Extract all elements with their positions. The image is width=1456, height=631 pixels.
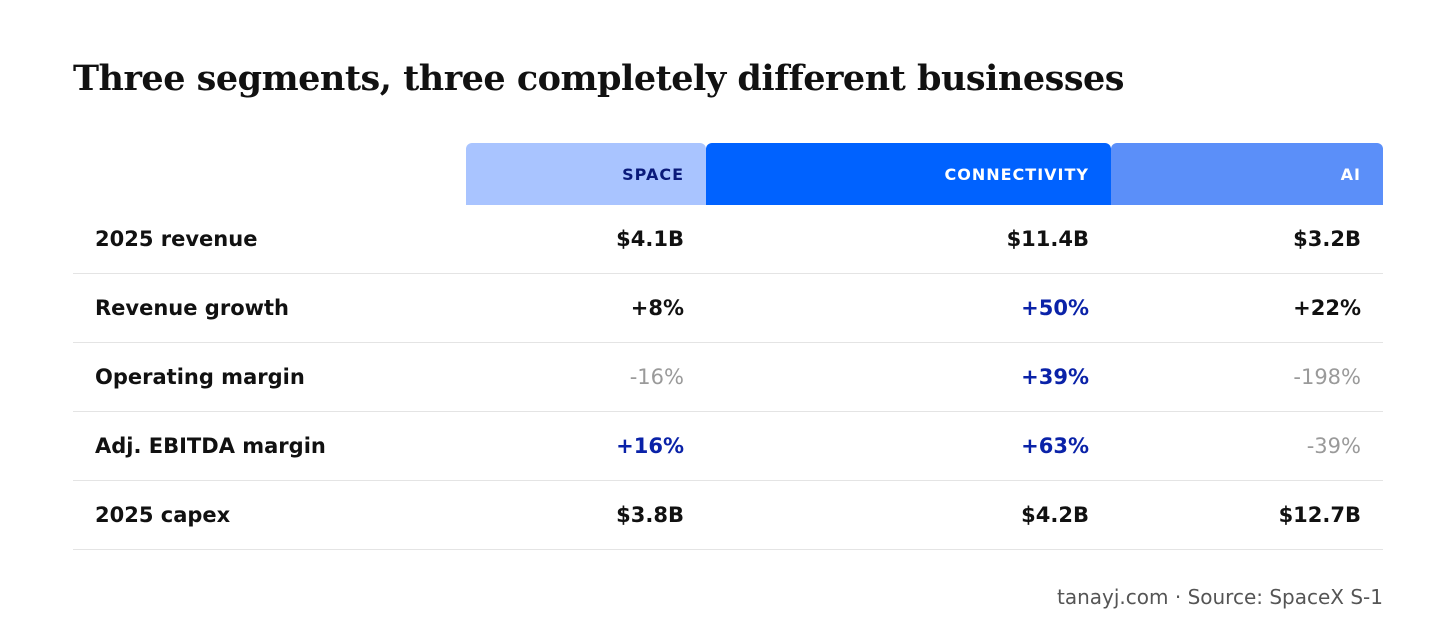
column-header: CONNECTIVITY (706, 143, 1111, 205)
table-row: 2025 revenue $4.1B $11.4B $3.2B (73, 205, 1383, 274)
row-label: Revenue growth (95, 296, 290, 320)
row-label: Adj. EBITDA margin (95, 434, 326, 458)
cell: $12.7B (1278, 503, 1361, 527)
source-note: tanayj.com · Source: SpaceX S-1 (1057, 585, 1383, 609)
table-row: Revenue growth +8% +50% +22% (73, 274, 1383, 343)
column-header: AI (1111, 143, 1383, 205)
column-header: SPACE (466, 143, 706, 205)
table-row: Operating margin -16% +39% -198% (73, 343, 1383, 412)
cell: $4.1B (616, 227, 684, 251)
cell: $11.4B (1006, 227, 1089, 251)
title: Three segments, three completely differe… (73, 58, 1125, 99)
row-label: 2025 revenue (95, 227, 258, 251)
cell: +16% (616, 434, 684, 458)
cell: -198% (1293, 365, 1361, 389)
cell: +50% (1021, 296, 1089, 320)
cell: $3.2B (1293, 227, 1361, 251)
cell: +22% (1293, 296, 1361, 320)
table-row: 2025 capex $3.8B $4.2B $12.7B (73, 481, 1383, 550)
cell: +39% (1021, 365, 1089, 389)
cell: $3.8B (616, 503, 684, 527)
cell: +63% (1021, 434, 1089, 458)
cell: -16% (629, 365, 684, 389)
cell: +8% (630, 296, 684, 320)
row-label: 2025 capex (95, 503, 231, 527)
row-label: Operating margin (95, 365, 305, 389)
cell: -39% (1306, 434, 1361, 458)
table-row: Adj. EBITDA margin +16% +63% -39% (73, 412, 1383, 481)
cell: $4.2B (1021, 503, 1089, 527)
